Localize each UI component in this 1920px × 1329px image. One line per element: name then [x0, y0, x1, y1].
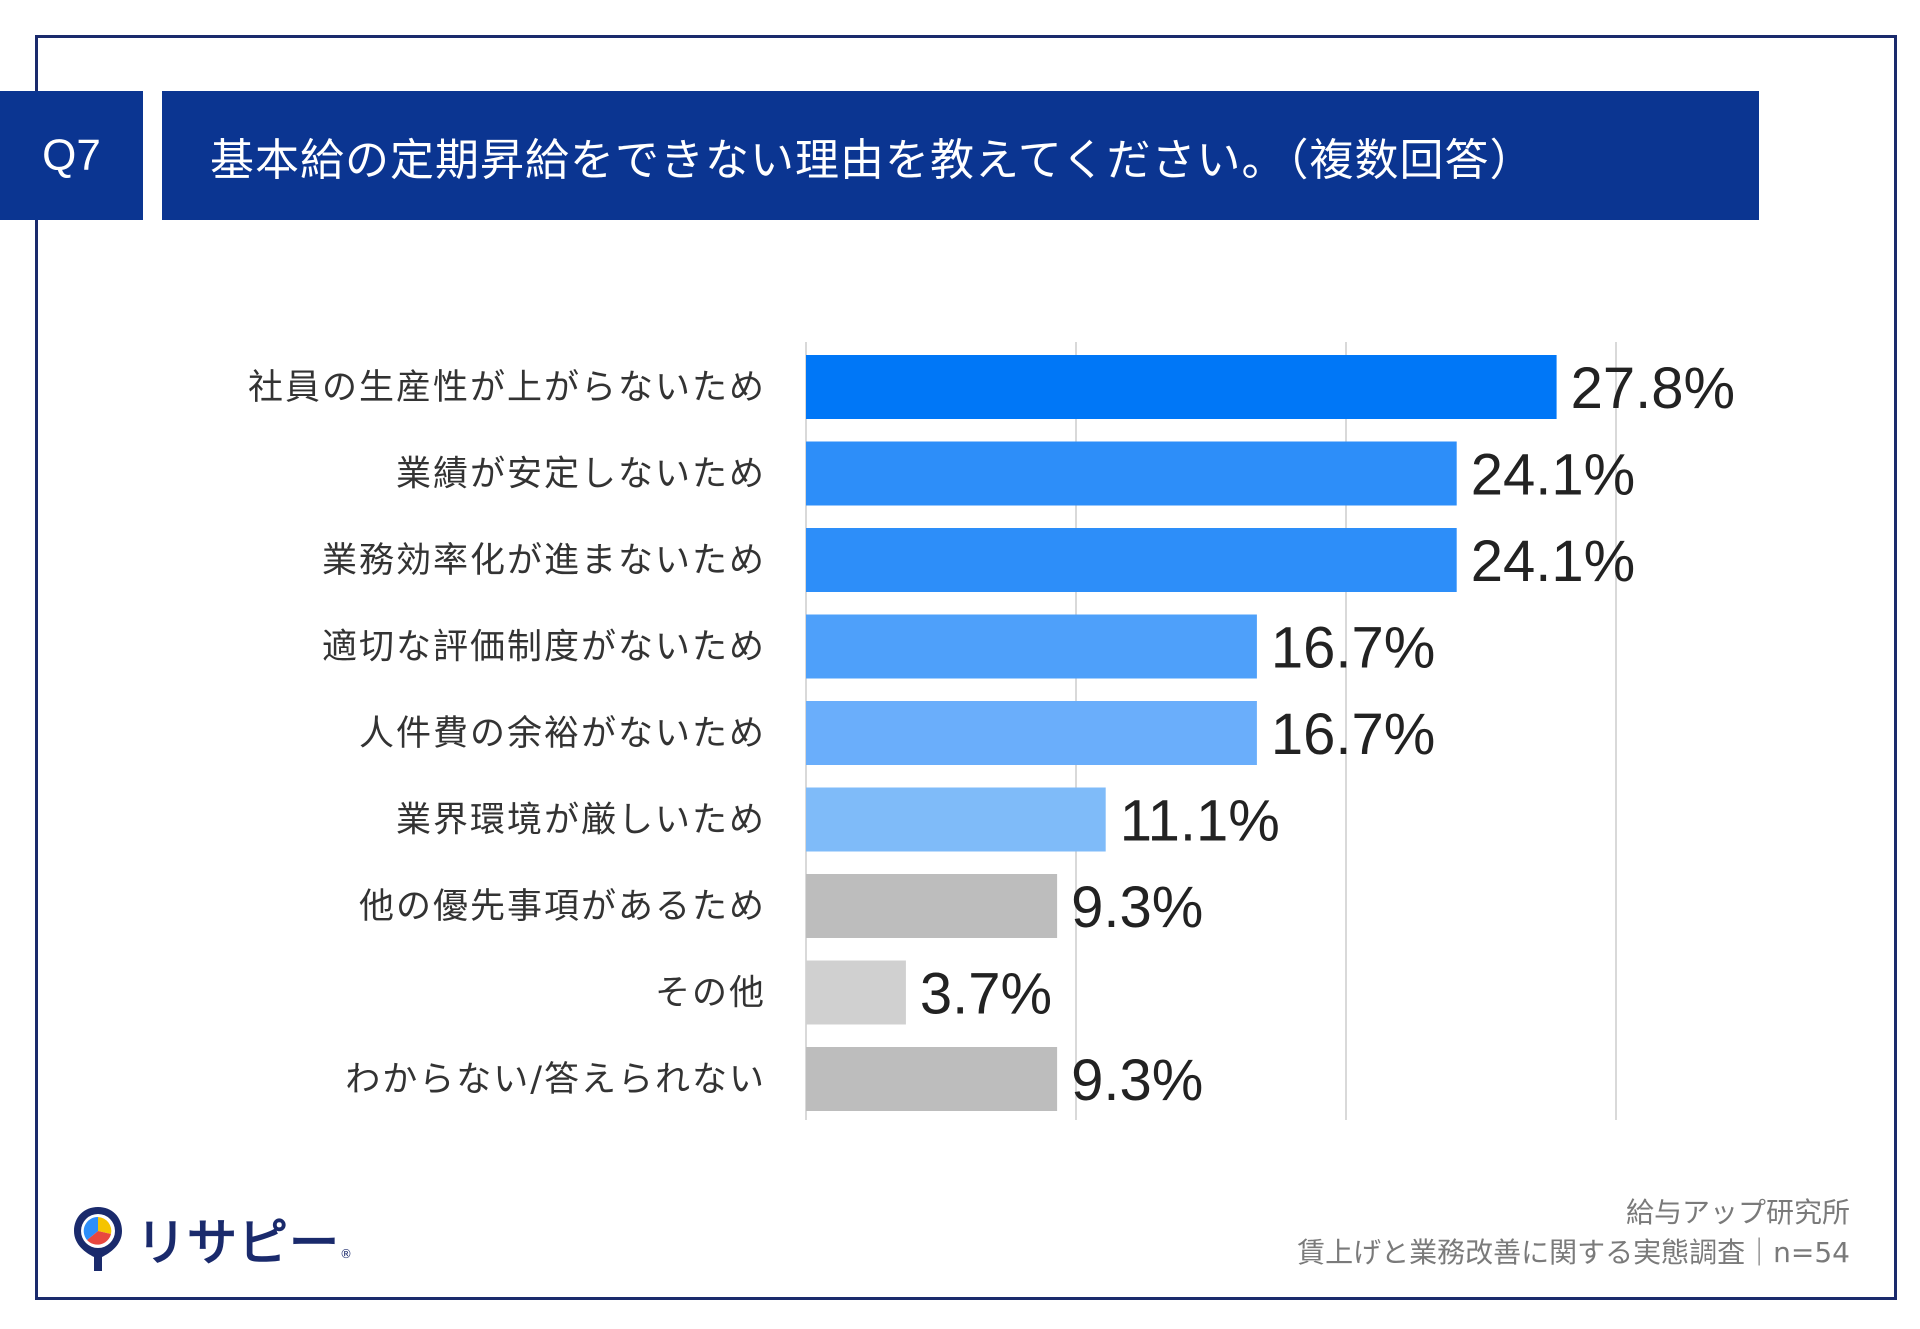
- bar: [806, 355, 1557, 419]
- value-labels: 27.8% 24.1% 24.1% 16.7% 16.7% 11.1% 9.3% 3.7% 9.…: [920, 356, 1735, 1113]
- bar: [806, 614, 1257, 679]
- question-title: 基本給の定期昇給をできない理由を教えてください。（複数回答）: [162, 91, 1759, 220]
- bar: [806, 874, 1058, 938]
- value-label: 9.3%: [1071, 875, 1203, 940]
- bar: [806, 528, 1457, 592]
- category-label: 業績が安定しないため: [396, 455, 766, 495]
- value-label: 16.7%: [1271, 702, 1435, 767]
- category-label: 社員の生産性が上がらないため: [248, 368, 766, 408]
- category-label: わからない/答えられない: [345, 1060, 766, 1100]
- question-number-badge: Q7: [0, 91, 143, 220]
- value-label: 3.7%: [920, 962, 1052, 1027]
- bars: [806, 355, 1557, 1111]
- category-label: 人件費の余裕がないため: [359, 714, 766, 754]
- category-label: 業務効率化が進まないため: [322, 541, 766, 581]
- logo-text: リサピー: [136, 1214, 340, 1272]
- value-label: 27.8%: [1571, 356, 1735, 421]
- value-label: 16.7%: [1271, 616, 1435, 681]
- bar: [806, 441, 1457, 506]
- bar: [806, 1047, 1058, 1111]
- footer-org: 給与アップ研究所: [1625, 1196, 1850, 1229]
- bar: [806, 787, 1106, 852]
- pin-icon: [74, 1207, 122, 1271]
- category-label: 適切な評価制度がないため: [322, 628, 766, 668]
- category-label: 業界環境が厳しいため: [396, 801, 766, 841]
- footer: 給与アップ研究所 賃上げと業務改善に関する実態調査｜n=54: [1297, 1193, 1850, 1273]
- logo-registered-mark: ®: [340, 1247, 352, 1261]
- bar: [806, 701, 1257, 765]
- category-labels: 社員の生産性が上がらないため業績が安定しないため業務効率化が進まないため適切な評…: [248, 368, 766, 1100]
- value-label: 11.1%: [1120, 789, 1280, 854]
- logo: リサピー ®: [70, 1203, 352, 1275]
- chart-frame: [35, 35, 1897, 1300]
- value-label: 24.1%: [1471, 529, 1635, 594]
- category-label: 他の優先事項があるため: [359, 887, 766, 927]
- category-label: その他: [655, 974, 766, 1014]
- footer-survey: 賃上げと業務改善に関する実態調査｜n=54: [1297, 1236, 1850, 1269]
- value-label: 9.3%: [1071, 1048, 1203, 1113]
- bar: [806, 960, 906, 1025]
- value-label: 24.1%: [1471, 443, 1635, 508]
